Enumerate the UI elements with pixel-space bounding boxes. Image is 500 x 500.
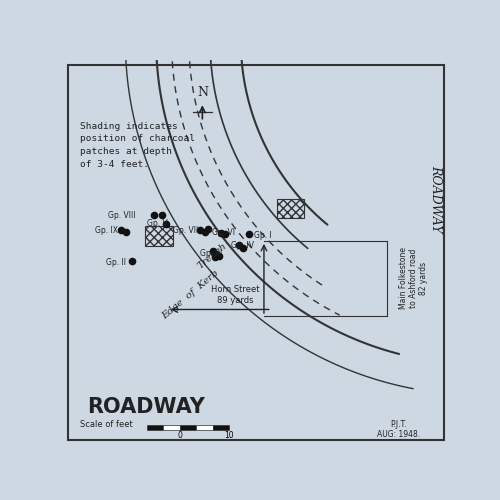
Text: Gp. II: Gp. II: [106, 258, 126, 266]
Text: Gp. VII: Gp. VII: [174, 226, 199, 234]
Text: Edge  of  Kerb: Edge of Kerb: [160, 268, 221, 321]
Text: Gp. I: Gp. I: [254, 230, 272, 239]
Bar: [212, 424, 230, 430]
Bar: [196, 424, 212, 430]
Text: Trench: Trench: [196, 242, 228, 271]
Text: 0: 0: [177, 431, 182, 440]
Bar: [146, 424, 163, 430]
Text: ROADWAY: ROADWAY: [88, 398, 206, 417]
Bar: [146, 226, 173, 246]
Text: Gp. III: Gp. III: [200, 249, 222, 258]
Text: P.J.T.
AUG: 1948.: P.J.T. AUG: 1948.: [377, 420, 420, 440]
Text: N: N: [197, 86, 208, 100]
Text: Shading indicates
position of charcoal
patches at depth
of 3-4 feet.: Shading indicates position of charcoal p…: [80, 122, 195, 169]
Text: Horn Street
89 yards: Horn Street 89 yards: [211, 286, 260, 305]
Text: Gp. V: Gp. V: [146, 219, 168, 228]
Text: Gp. VI: Gp. VI: [212, 228, 235, 237]
Text: 10: 10: [224, 431, 234, 440]
Text: Gp. IX: Gp. IX: [96, 226, 118, 235]
Text: Main Folkestone
to Ashford road
82 yards: Main Folkestone to Ashford road 82 yards: [398, 248, 428, 310]
Text: ROADWAY: ROADWAY: [429, 165, 442, 232]
Text: Scale of feet: Scale of feet: [80, 420, 132, 429]
Text: Gp. VIII: Gp. VIII: [108, 212, 136, 220]
Bar: [278, 200, 303, 218]
Text: Gp. IV: Gp. IV: [231, 241, 254, 250]
Bar: [163, 424, 180, 430]
Bar: [180, 424, 196, 430]
